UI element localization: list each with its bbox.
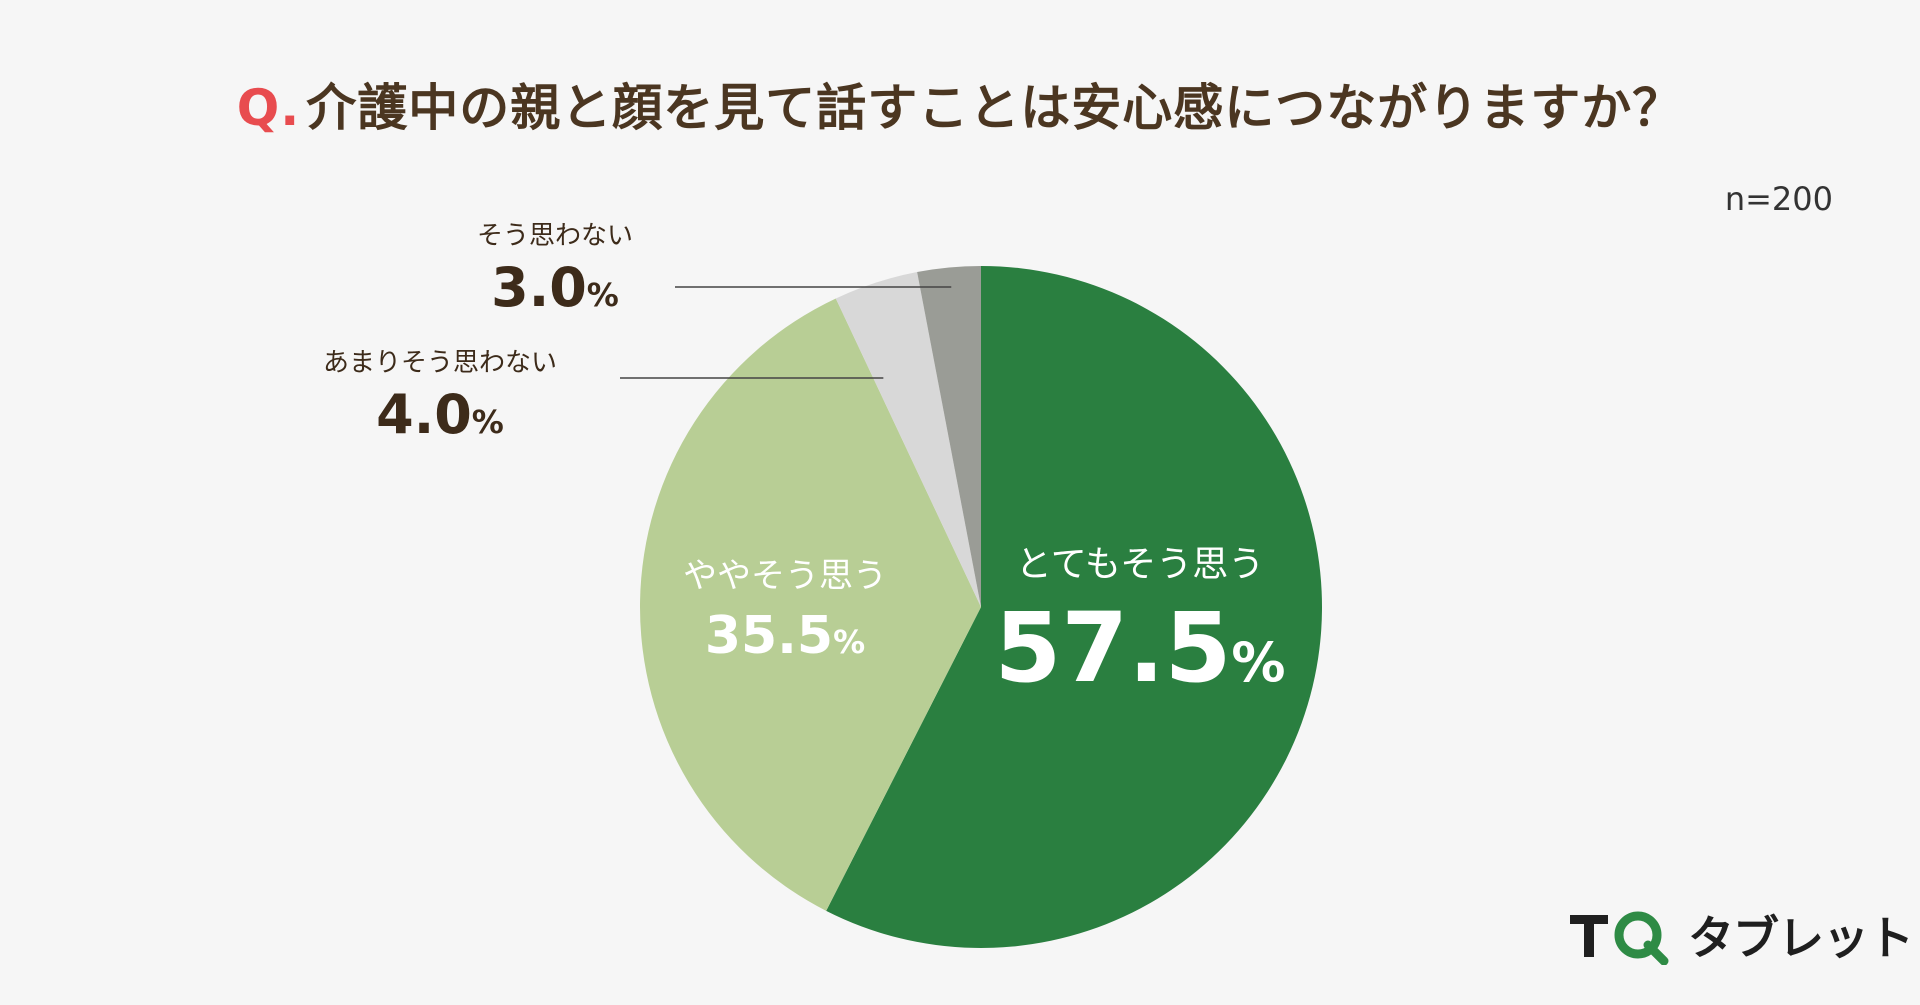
slice-label-text: あまりそう思わない <box>322 348 557 378</box>
slice-value: 57.5 <box>994 592 1232 704</box>
pie-slice-somewhat-disagree <box>835 272 981 607</box>
slice-label-strongly-disagree: そう思わない 3.0% <box>430 215 680 317</box>
chart-title: Q. 介護中の親と顔を見て話すことは安心感につながりますか？ <box>0 68 1920 140</box>
slice-label-text: とてもそう思う <box>1015 544 1265 585</box>
slice-label-somewhat-disagree: あまりそう思わない 4.0% <box>280 342 600 444</box>
title-text: 介護中の親と顔を見て話すことは安心感につながりますか？ <box>306 79 1684 137</box>
percent-unit: % <box>471 403 504 441</box>
slice-percent: 3.0% <box>430 258 680 317</box>
pie-slice-strongly-agree <box>826 266 1322 948</box>
tq-logo-mark-icon <box>1570 911 1669 965</box>
brand-name: タブレット <box>1688 911 1914 965</box>
slice-label-strongly-agree: とてもそう思う 57.5% <box>980 535 1300 703</box>
percent-unit: % <box>586 276 619 314</box>
pie-slices <box>640 266 1322 948</box>
slice-percent: 57.5% <box>980 593 1300 703</box>
title-prefix: Q. <box>236 79 301 137</box>
slice-percent: 4.0% <box>280 385 600 444</box>
slice-value: 4.0 <box>376 383 472 446</box>
slice-value: 3.0 <box>491 256 587 319</box>
percent-unit: % <box>1231 631 1286 694</box>
percent-unit: % <box>833 623 866 661</box>
pie-slice-somewhat-agree <box>640 298 981 911</box>
leader-lines <box>620 286 952 379</box>
pie-slice-strongly-disagree <box>917 266 981 607</box>
slice-label-text: そう思わない <box>476 221 633 251</box>
slice-label-text: ややそう思う <box>683 556 887 596</box>
brand-logo: タブレット <box>1568 905 1914 965</box>
slice-value: 35.5 <box>704 606 834 666</box>
slice-percent: 35.5% <box>640 605 930 667</box>
slice-label-somewhat-agree: ややそう思う 35.5% <box>640 548 930 667</box>
sample-size-label: n=200 <box>1724 180 1833 218</box>
